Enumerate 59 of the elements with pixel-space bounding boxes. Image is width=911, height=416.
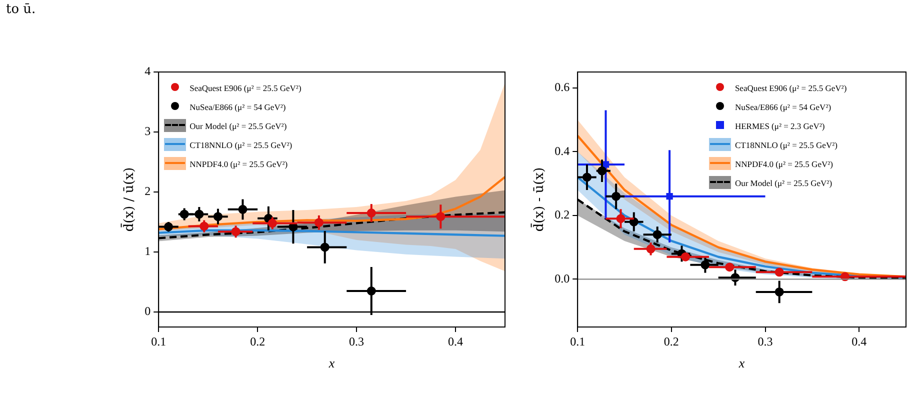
point (700, 260, 710, 270)
legend-label: HERMES (μ² = 2.3 GeV²) (734, 120, 825, 130)
legend-label: Our Model (μ² = 25.5 GeV²) (734, 178, 832, 188)
point (231, 227, 240, 236)
point (652, 230, 662, 240)
legend-label: NNPDF4.0 (μ² = 25.5 GeV²) (734, 158, 833, 168)
point (774, 268, 784, 277)
point (366, 208, 376, 218)
point (616, 214, 626, 224)
legend-label: SeaQuest E906 (μ² = 25.5 GeV²) (190, 82, 302, 92)
legend-label: CT18NNLO (μ² = 25.5 GeV²) (734, 140, 838, 150)
legend-label: Our Model (μ² = 25.5 GeV²) (190, 120, 287, 130)
point (597, 166, 606, 176)
y-tick-label: 0.0 (554, 271, 570, 286)
point (582, 172, 592, 182)
point (436, 212, 446, 222)
y-tick-label: 4 (144, 64, 151, 78)
point (774, 287, 784, 296)
legend-label: SeaQuest E906 (μ² = 25.5 GeV²) (734, 82, 847, 92)
x-tick-label: 0.4 (448, 334, 464, 348)
x-tick-label: 0.4 (852, 334, 867, 348)
text: to ū. (6, 2, 36, 17)
point (612, 192, 621, 201)
x-tick-label: 0.1 (570, 334, 586, 348)
point (320, 242, 330, 252)
x-tick-label: 0.3 (349, 334, 364, 348)
legend-label: CT18NNLO (μ² = 25.5 GeV²) (190, 140, 292, 150)
legend-label: NNPDF4.0 (μ² = 25.5 GeV²) (190, 158, 288, 168)
x-tick-label: 0.2 (250, 334, 266, 348)
x-tick-label: 0.3 (758, 334, 773, 348)
legend-label: NuSea/E866 (μ² = 54 GeV²) (734, 102, 832, 112)
y-tick-label: 1 (144, 244, 151, 258)
point (213, 212, 222, 222)
point (602, 161, 610, 168)
point (200, 222, 209, 231)
point (164, 222, 173, 232)
y-axis-title: d̄(x) / ū(x) (120, 167, 138, 232)
point (366, 286, 376, 296)
y-tick-label: 0.6 (554, 80, 570, 94)
legend-label: NuSea/E866 (μ² = 54 GeV²) (190, 102, 286, 112)
point (194, 210, 204, 219)
x-axis-title: x (738, 356, 745, 371)
x-tick-label: 0.1 (151, 334, 166, 348)
y-tick-label: 0 (144, 304, 151, 318)
point (725, 262, 734, 272)
point (646, 244, 656, 254)
point (180, 210, 189, 219)
point (238, 204, 248, 214)
y-tick-label: 3 (144, 124, 151, 138)
point (268, 218, 277, 228)
point (681, 252, 690, 262)
y-axis-title: d̄(x) - ū(x) (530, 167, 548, 232)
y-tick-label: 2 (144, 184, 151, 198)
y-tick-label: 0.2 (554, 208, 570, 222)
y-tick-label: 0.4 (554, 144, 570, 158)
x-tick-label: 0.2 (664, 334, 679, 348)
x-axis-title: x (328, 356, 335, 371)
point (314, 218, 324, 228)
point (666, 192, 673, 200)
